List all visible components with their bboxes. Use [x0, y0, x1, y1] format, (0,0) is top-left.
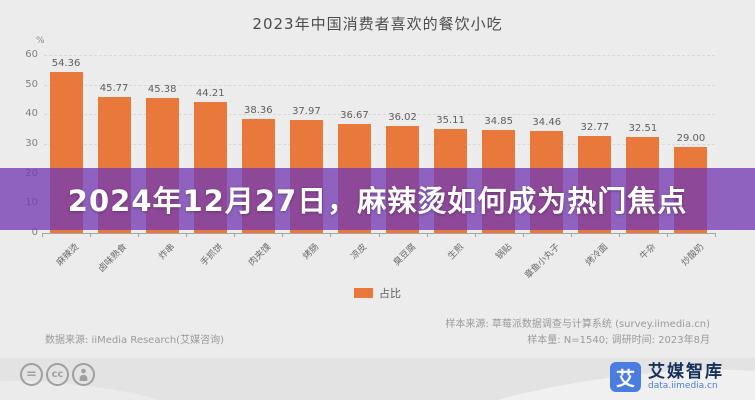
x-axis-tick: [715, 233, 716, 237]
x-axis-tick: [282, 233, 284, 237]
category-label: 凉皮: [349, 242, 370, 262]
x-axis-tick: [138, 233, 140, 237]
category-label: 烤肠: [301, 242, 322, 262]
gridline: [44, 114, 715, 116]
bar-value-label: 34.85: [484, 115, 513, 127]
category-label: 锅贴: [494, 242, 514, 262]
brand-name: 艾媒智库: [648, 362, 724, 382]
headline-text: 2024年12月27日，麻辣烫如何成为热门焦点: [67, 184, 688, 218]
category-label: 手抓饼: [199, 242, 226, 269]
iimedia-logo[interactable]: 艾 艾媒智库 data.iimedia.cn: [610, 362, 724, 392]
sample-source-line2: 样本量: N=1540; 调研时间: 2023年8月: [527, 335, 710, 346]
brand-url: data.iimedia.cn: [648, 381, 718, 391]
category-label: 肉夹馍: [247, 242, 274, 269]
category-label: 麻辣烫: [55, 242, 82, 269]
x-axis-tick: [42, 233, 43, 237]
y-axis-tick-label: 0: [31, 227, 38, 238]
category-label: 炒酸奶: [679, 242, 707, 269]
sample-source-note: 样本来源: 草莓派数据调查与计算系统 (survey.iimedia.cn) 样…: [445, 317, 710, 349]
gridline: [44, 55, 715, 56]
x-axis-tick: [666, 233, 668, 237]
x-axis-tick: [426, 233, 428, 237]
logo-icon: 艾: [610, 362, 641, 392]
category-label: 烤冷面: [583, 242, 611, 269]
gridline: [44, 144, 715, 145]
y-axis-tick-label: 30: [25, 138, 38, 149]
gridline: [44, 84, 715, 86]
x-axis-tick: [330, 233, 332, 237]
bar-value-label: 38.36: [243, 105, 273, 117]
chart-title: 2023年中国消费者喜欢的餐饮小吃: [252, 15, 503, 33]
category-label: 章鱼小丸子: [523, 242, 562, 282]
x-axis-tick: [570, 233, 572, 237]
y-axis-unit-label: %: [36, 36, 45, 46]
legend-label: 占比: [379, 287, 401, 300]
x-axis-tick: [378, 233, 380, 237]
category-label: 生煎: [445, 242, 466, 262]
bar-value-label: 34.46: [532, 116, 562, 128]
bar-value-label: 45.77: [99, 83, 129, 95]
legend-swatch: [354, 288, 373, 298]
bar-value-label: 36.67: [340, 110, 369, 122]
category-label: 卤味熟食: [96, 242, 130, 275]
x-axis-tick: [234, 233, 236, 237]
bar-value-label: 35.11: [436, 114, 465, 126]
cc-license-icons: = cc: [20, 363, 95, 386]
headline-banner: 2024年12月27日，麻辣烫如何成为热门焦点: [0, 168, 755, 230]
x-axis-tick: [474, 233, 476, 237]
category-label: 炸串: [157, 242, 178, 262]
y-axis-tick-label: 60: [25, 49, 38, 60]
legend[interactable]: 占比: [0, 285, 755, 301]
y-axis-tick-label: 40: [25, 108, 38, 120]
equals-icon[interactable]: =: [20, 363, 43, 386]
category-label: 臭豆腐: [391, 242, 418, 269]
x-axis-tick: [522, 233, 524, 237]
bar-value-label: 36.02: [388, 112, 417, 124]
brand-bar: = cc 艾 艾媒智库 data.iimedia.cn: [0, 358, 755, 400]
category-label: 牛杂: [638, 242, 659, 262]
sample-source-line1: 样本来源: 草莓派数据调查与计算系统 (survey.iimedia.cn): [445, 319, 710, 330]
bar-value-label: 45.38: [147, 84, 177, 96]
x-axis-tick: [618, 233, 620, 237]
person-icon[interactable]: [72, 363, 95, 386]
bar-value-label: 54.36: [51, 57, 81, 69]
y-axis-tick-label: 50: [25, 78, 38, 90]
cc-icon[interactable]: cc: [46, 363, 69, 386]
x-axis-tick: [90, 233, 92, 237]
bar-value-label: 29.00: [676, 132, 706, 144]
bar-value-label: 32.51: [628, 122, 658, 134]
bar-value-label: 32.77: [580, 121, 610, 133]
bar-value-label: 37.97: [292, 106, 321, 118]
data-source-note: 数据来源: iiMedia Research(艾媒咨询): [45, 335, 224, 346]
bar-value-label: 44.21: [195, 87, 225, 99]
x-axis-tick: [186, 233, 188, 237]
